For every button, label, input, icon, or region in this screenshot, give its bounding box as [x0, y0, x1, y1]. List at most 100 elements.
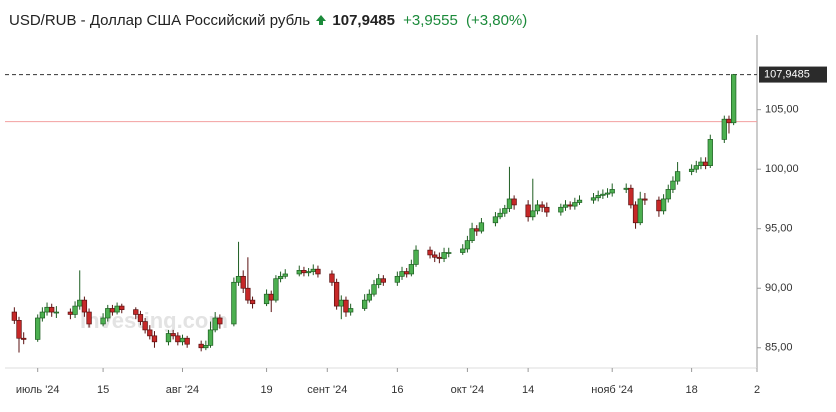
x-tick-label: июль '24	[16, 384, 60, 396]
candle-body	[380, 278, 386, 283]
candle-body	[231, 281, 237, 325]
candle-body	[660, 198, 667, 212]
y-tick-label: 100,00	[765, 163, 799, 175]
x-tick-label: авг '24	[166, 384, 199, 396]
candle-body	[175, 335, 181, 343]
candle-body	[72, 305, 78, 315]
x-tick-label: 14	[522, 384, 534, 396]
candle-body	[567, 204, 573, 207]
change-percent: (+3,80%)	[465, 12, 528, 29]
candle-body	[693, 165, 699, 170]
y-tick-label: 95,00	[765, 223, 793, 235]
candle-body	[623, 187, 629, 190]
candle-body	[49, 306, 55, 313]
candle-body	[305, 271, 312, 274]
candle-body	[39, 311, 46, 319]
candle-body	[67, 311, 74, 315]
candle-body	[212, 317, 218, 331]
x-tick-label: нояб '24	[591, 384, 633, 396]
candle-body	[109, 308, 116, 313]
candle-body	[44, 306, 50, 313]
candle-body	[688, 168, 695, 172]
candle-body	[595, 195, 601, 199]
candle-body	[464, 240, 471, 250]
y-tick-label: 90,00	[765, 282, 793, 294]
candle-body	[436, 256, 443, 259]
x-tick-label: 18	[685, 384, 697, 396]
candle-body	[263, 293, 270, 305]
candle-body	[347, 308, 354, 313]
candle-body	[413, 249, 419, 265]
candle-body	[572, 202, 578, 207]
price: 107,9485	[332, 12, 395, 29]
candle-body	[534, 204, 541, 212]
candle-body	[478, 222, 485, 232]
candle-body	[366, 293, 372, 301]
candle-body	[492, 216, 499, 224]
y-tick-label: 85,00	[765, 342, 793, 354]
candle-body	[726, 118, 732, 124]
candle-body	[511, 198, 517, 206]
candle-body	[296, 270, 302, 275]
candle-body	[632, 204, 639, 224]
candle-body	[432, 254, 438, 258]
candle-body	[53, 311, 60, 314]
x-tick-label: 19	[260, 384, 272, 396]
candle-body	[273, 278, 279, 301]
candle-body	[408, 264, 415, 275]
candle-body	[642, 198, 648, 201]
candle-body	[119, 305, 125, 311]
candle-body	[268, 293, 274, 301]
candle-body	[184, 337, 190, 345]
candle-body	[282, 273, 288, 277]
last-price-box	[759, 66, 827, 83]
candle-body	[576, 199, 583, 203]
candle-body	[665, 189, 671, 200]
candle-body	[702, 161, 709, 166]
candle-body	[674, 171, 681, 182]
candle-body	[343, 299, 349, 313]
candle-body	[590, 197, 597, 201]
candle-body	[670, 180, 676, 190]
candle-body	[77, 299, 83, 307]
candle-body	[637, 198, 643, 224]
candle-body	[179, 337, 186, 343]
candle-body	[100, 317, 106, 325]
candle-body	[539, 204, 545, 208]
candle-body	[502, 208, 508, 214]
x-tick-label: окт '24	[451, 384, 484, 396]
candle-body	[198, 343, 204, 349]
candle-body	[506, 198, 513, 209]
candle-body	[147, 329, 153, 337]
candle-body	[165, 333, 172, 343]
up-arrow	[316, 15, 327, 25]
candle-body	[441, 252, 447, 259]
candle-body	[609, 189, 615, 194]
candle-body	[235, 275, 242, 283]
candle-body	[245, 287, 251, 301]
candle-body	[151, 335, 158, 343]
candle-body	[203, 345, 209, 349]
x-tick-label: сент '24	[307, 384, 347, 396]
candle-body	[371, 284, 377, 295]
candle-body	[249, 299, 256, 305]
last-price-label: 107,9485	[764, 68, 810, 80]
candle-body	[333, 281, 340, 307]
candle-body	[16, 320, 22, 339]
candle-body	[721, 118, 727, 140]
candle-body	[628, 187, 634, 206]
candle-body	[170, 333, 176, 337]
candle-body	[730, 74, 737, 124]
candle-body	[315, 268, 321, 275]
candle-body	[86, 311, 92, 325]
candle-body	[446, 252, 452, 254]
candle-body	[310, 268, 316, 272]
candle-body	[133, 309, 139, 315]
candle-body	[329, 273, 335, 283]
candle-body	[698, 161, 704, 166]
x-tick-label: 15	[97, 384, 109, 396]
candle-body	[656, 199, 662, 212]
x-tick-label: 2	[754, 384, 760, 396]
